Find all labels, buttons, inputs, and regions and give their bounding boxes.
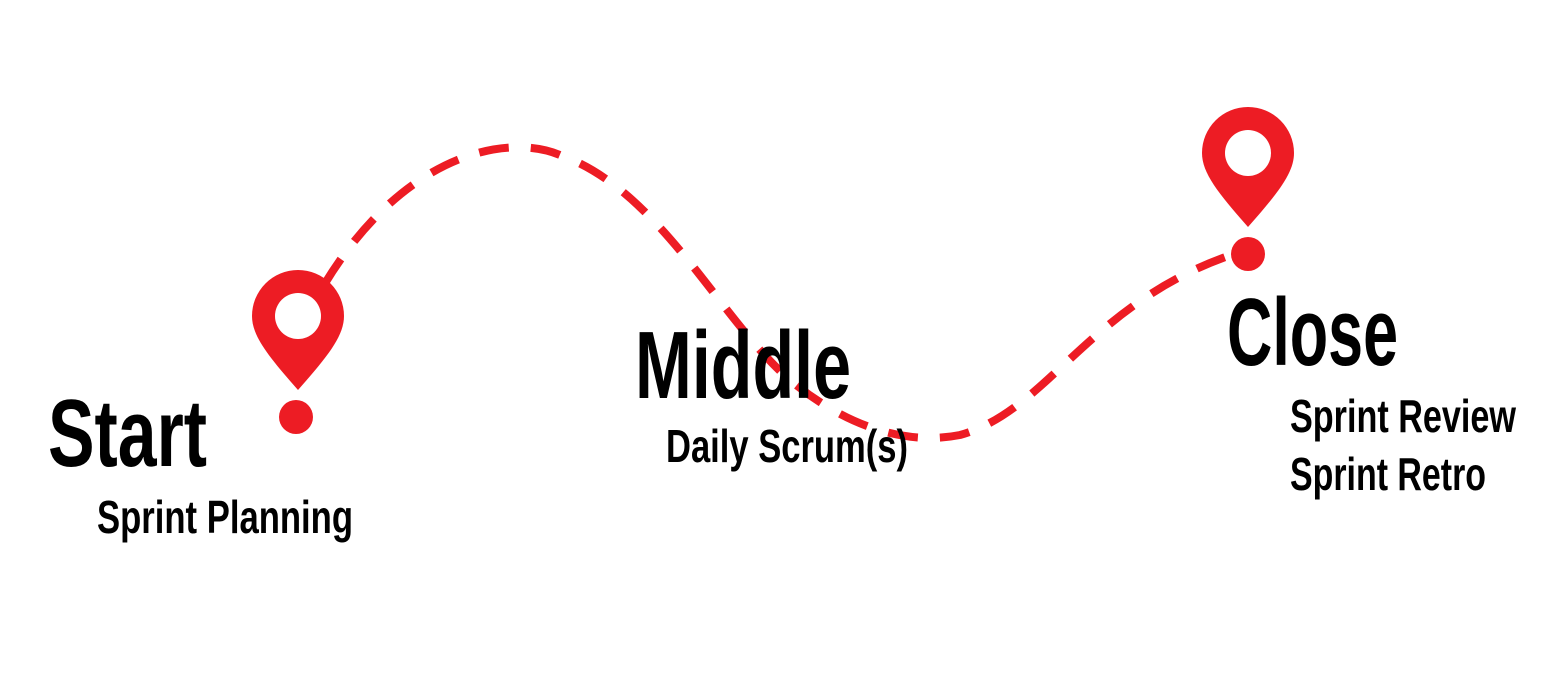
stage-title: Start — [48, 380, 207, 487]
stage-item: Sprint Planning — [97, 491, 353, 543]
pin-dot — [1231, 237, 1265, 271]
stage-item: Sprint Retro — [1290, 448, 1486, 500]
stage-title: Close — [1227, 279, 1398, 386]
stage-item: Sprint Review — [1290, 390, 1516, 442]
stage-item: Daily Scrum(s) — [666, 420, 908, 472]
pin-hole — [275, 293, 321, 339]
pin-dot — [279, 400, 313, 434]
start-pin — [252, 270, 344, 434]
stage-title: Middle — [635, 312, 851, 419]
route-path — [296, 143, 1242, 442]
close-pin — [1202, 107, 1294, 271]
pin-hole — [1225, 130, 1271, 176]
